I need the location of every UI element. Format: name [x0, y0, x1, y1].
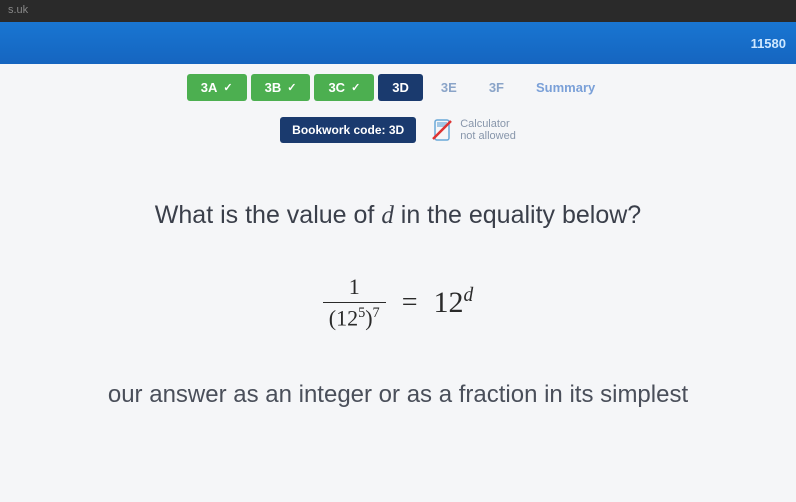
question-area: What is the value of d in the equality b…: [0, 161, 796, 409]
tab-label: 3F: [489, 80, 504, 95]
question-suffix: in the equality below?: [394, 201, 641, 229]
calc-text: Calculator not allowed: [460, 118, 516, 142]
bookwork-badge: Bookwork code: 3D: [280, 117, 416, 143]
tab-3e[interactable]: 3E: [427, 74, 471, 101]
tab-3d[interactable]: 3D: [378, 74, 423, 101]
fraction: 1 (125)7: [323, 274, 386, 331]
tab-3a[interactable]: 3A ✓: [187, 74, 247, 101]
tab-3f[interactable]: 3F: [475, 74, 518, 101]
check-icon: ✓: [287, 81, 296, 94]
answer-hint: our answer as an integer or as a fractio…: [30, 381, 766, 409]
tab-3c[interactable]: 3C ✓: [314, 74, 374, 101]
question-prefix: What is the value of: [155, 201, 382, 229]
tab-label: 3C: [328, 80, 345, 95]
meta-row: Bookwork code: 3D Calculator not allowed: [0, 109, 796, 161]
denominator: (125)7: [323, 303, 386, 331]
check-icon: ✓: [351, 81, 360, 94]
calc-line2: not allowed: [460, 130, 516, 142]
question-variable: d: [381, 202, 394, 229]
calculator-not-allowed-icon: [430, 118, 454, 142]
tab-summary[interactable]: Summary: [522, 74, 609, 101]
equals-sign: =: [402, 287, 418, 319]
browser-url-bar: s.uk: [0, 0, 796, 22]
tab-label: Summary: [536, 80, 595, 95]
tab-label: 3B: [265, 80, 282, 95]
numerator: 1: [343, 274, 366, 302]
tab-label: 3D: [392, 80, 409, 95]
top-banner: 11580: [0, 22, 796, 64]
url-text: s.uk: [8, 4, 28, 16]
question-tabs: 3A ✓ 3B ✓ 3C ✓ 3D 3E 3F Summary: [0, 64, 796, 109]
check-icon: ✓: [223, 81, 232, 94]
equation: 1 (125)7 = 12d: [30, 274, 766, 331]
question-text: What is the value of d in the equality b…: [30, 201, 766, 230]
tab-label: 3A: [201, 80, 218, 95]
calculator-status: Calculator not allowed: [430, 118, 516, 142]
rhs: 12d: [434, 285, 474, 320]
tab-label: 3E: [441, 80, 457, 95]
tab-3b[interactable]: 3B ✓: [251, 74, 311, 101]
points-counter: 11580: [751, 36, 786, 51]
calc-line1: Calculator: [460, 118, 516, 130]
